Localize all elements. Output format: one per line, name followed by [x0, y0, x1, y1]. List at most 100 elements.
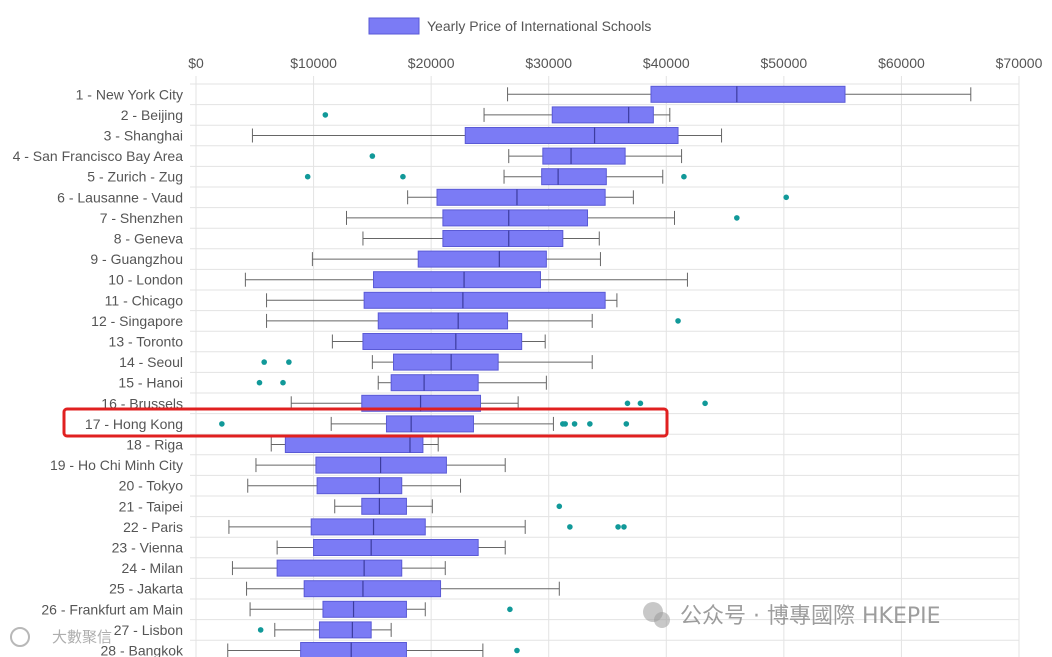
outlier-point[interactable]: [681, 173, 687, 180]
box-group[interactable]: [362, 230, 600, 247]
box-group[interactable]: [334, 497, 563, 515]
outlier-point[interactable]: [702, 400, 708, 407]
box-group[interactable]: [276, 539, 506, 556]
box-group[interactable]: [369, 147, 683, 165]
box-iqr[interactable]: [361, 497, 407, 515]
box-iqr[interactable]: [276, 559, 403, 577]
box-group[interactable]: [311, 250, 601, 268]
outlier-point[interactable]: [587, 421, 593, 427]
category-label: 21 - Taipei: [119, 498, 183, 514]
box-iqr[interactable]: [318, 621, 372, 639]
outlier-point[interactable]: [369, 153, 376, 159]
box-iqr[interactable]: [284, 436, 424, 453]
box-iqr[interactable]: [303, 580, 442, 598]
outlier-point[interactable]: [615, 524, 621, 530]
outlier-point[interactable]: [286, 359, 292, 365]
category-label: 5 - Zurich - Zug: [87, 169, 183, 185]
box-group[interactable]: [247, 477, 462, 495]
box-group[interactable]: [407, 188, 790, 206]
outlier-point[interactable]: [567, 524, 573, 530]
box-group[interactable]: [256, 374, 547, 392]
outlier-point[interactable]: [400, 173, 406, 180]
outlier-point[interactable]: [257, 627, 264, 633]
category-label: 9 - Guangzhou: [90, 251, 183, 267]
box-group[interactable]: [231, 559, 446, 577]
box-group[interactable]: [244, 271, 688, 289]
box-iqr[interactable]: [300, 642, 407, 657]
outlier-point[interactable]: [261, 359, 267, 365]
box-group[interactable]: [251, 127, 723, 144]
outlier-point[interactable]: [322, 112, 329, 118]
category-label: 14 - Seoul: [119, 354, 183, 370]
outlier-point[interactable]: [556, 503, 563, 510]
box-iqr[interactable]: [373, 271, 541, 289]
box-iqr[interactable]: [541, 168, 607, 186]
outlier-point[interactable]: [621, 524, 627, 530]
box-group[interactable]: [255, 456, 506, 474]
category-labels: 1 - New York City 2 - Beijing 3 - Shanghai…: [13, 86, 184, 657]
box-iqr[interactable]: [542, 147, 626, 165]
outlier-point[interactable]: [562, 421, 568, 427]
box-group[interactable]: [266, 312, 681, 330]
box-iqr[interactable]: [442, 209, 589, 227]
outlier-point[interactable]: [624, 400, 631, 407]
box-group[interactable]: [228, 518, 627, 536]
box-group[interactable]: [249, 600, 513, 618]
box-iqr[interactable]: [316, 477, 403, 495]
box-iqr[interactable]: [363, 291, 606, 309]
box-group[interactable]: [246, 580, 560, 598]
box-iqr[interactable]: [393, 353, 499, 371]
category-label: 23 - Vienna: [112, 540, 184, 556]
outlier-point[interactable]: [256, 379, 263, 386]
box-group[interactable]: [304, 168, 687, 186]
box-group[interactable]: [345, 209, 740, 227]
box-iqr[interactable]: [313, 539, 479, 556]
box-iqr[interactable]: [650, 85, 846, 103]
x-tick-label: $60000: [878, 55, 925, 71]
box-group[interactable]: [261, 353, 593, 371]
box-group[interactable]: [270, 436, 439, 453]
outlier-point[interactable]: [304, 173, 311, 180]
box-iqr[interactable]: [436, 188, 606, 206]
category-label: 17 - Hong Kong: [85, 416, 183, 432]
box-group[interactable]: [257, 621, 392, 639]
box-group[interactable]: [331, 333, 546, 350]
legend[interactable]: Yearly Price of International Schools: [368, 17, 651, 35]
box-iqr[interactable]: [322, 600, 407, 618]
box-iqr[interactable]: [442, 230, 564, 247]
box-group[interactable]: [322, 106, 671, 124]
box-group[interactable]: [227, 642, 520, 657]
watermark-left: 大數聚信: [10, 627, 112, 647]
box-iqr[interactable]: [362, 333, 523, 350]
box-iqr[interactable]: [390, 374, 479, 392]
box-group[interactable]: [266, 291, 618, 309]
box-group[interactable]: [507, 85, 972, 103]
outlier-point[interactable]: [507, 606, 513, 613]
outlier-point[interactable]: [675, 318, 681, 324]
x-tick-label: $40000: [643, 55, 690, 71]
category-label: 19 - Ho Chi Minh City: [50, 457, 183, 473]
outlier-point[interactable]: [637, 400, 644, 407]
box-iqr[interactable]: [464, 127, 679, 144]
box-iqr[interactable]: [377, 312, 509, 330]
box-iqr[interactable]: [310, 518, 426, 536]
outlier-point[interactable]: [571, 421, 578, 427]
x-tick-label: $20000: [408, 55, 455, 71]
category-label: 15 - Hanoi: [118, 375, 183, 391]
outlier-point[interactable]: [514, 647, 520, 654]
box-iqr[interactable]: [385, 415, 474, 433]
x-tick-label: $70000: [996, 55, 1043, 71]
outlier-point[interactable]: [734, 215, 740, 221]
category-label: 24 - Milan: [122, 560, 183, 576]
x-tick-label: $50000: [760, 55, 807, 71]
category-label: 12 - Singapore: [91, 313, 183, 329]
box-iqr[interactable]: [417, 250, 547, 268]
box-group[interactable]: [219, 415, 630, 433]
outlier-point[interactable]: [219, 421, 225, 427]
box-iqr[interactable]: [551, 106, 654, 124]
outlier-point[interactable]: [783, 194, 790, 201]
watermark-right: 公众号 · 博專國際 HKEPIE: [643, 602, 941, 629]
category-label: 16 - Brussels: [101, 395, 183, 411]
outlier-point[interactable]: [280, 379, 286, 386]
outlier-point[interactable]: [623, 421, 630, 427]
